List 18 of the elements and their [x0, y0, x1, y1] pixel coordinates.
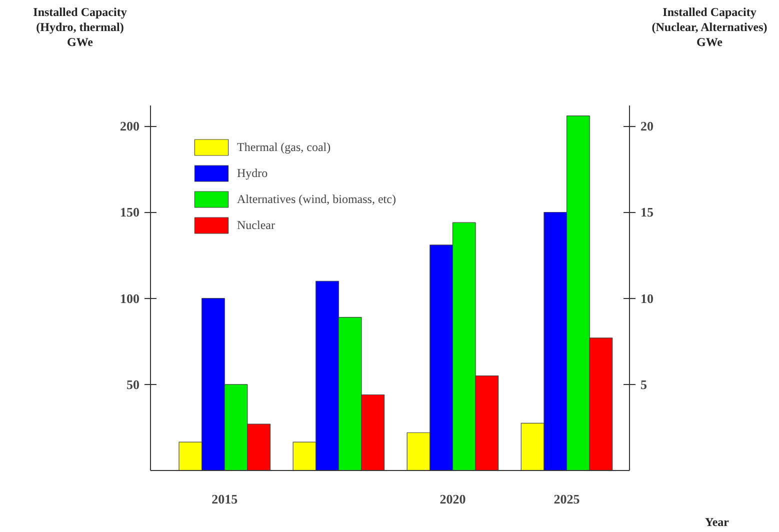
y2-tick-label: 5 [640, 376, 648, 392]
legend-label: Alternatives (wind, biomass, etc) [237, 192, 396, 206]
y-tick-label: 150 [120, 204, 140, 220]
y-tick-label: 50 [126, 376, 140, 392]
y2-axis-title: Installed Capacity (Nuclear, Alternatives) GWe [652, 5, 768, 50]
y-tick-label: 100 [120, 290, 140, 306]
x-axis-title: Year [705, 515, 729, 530]
y2-tick-label: 20 [640, 118, 654, 134]
legend-label: Nuclear [237, 218, 275, 232]
x-tick-label: 2015 [212, 492, 238, 506]
legend-label: Thermal (gas, coal) [237, 140, 331, 154]
y2-tick-label: 10 [640, 290, 654, 306]
y-tick-label: 200 [120, 118, 140, 134]
x-tick-label: 2020 [440, 492, 466, 506]
x-tick-label: 2025 [554, 492, 580, 506]
y-axis-title: Installed Capacity (Hydro, thermal) GWe [33, 5, 127, 50]
y2-tick-label: 15 [640, 204, 654, 220]
legend-label: Hydro [237, 166, 268, 180]
